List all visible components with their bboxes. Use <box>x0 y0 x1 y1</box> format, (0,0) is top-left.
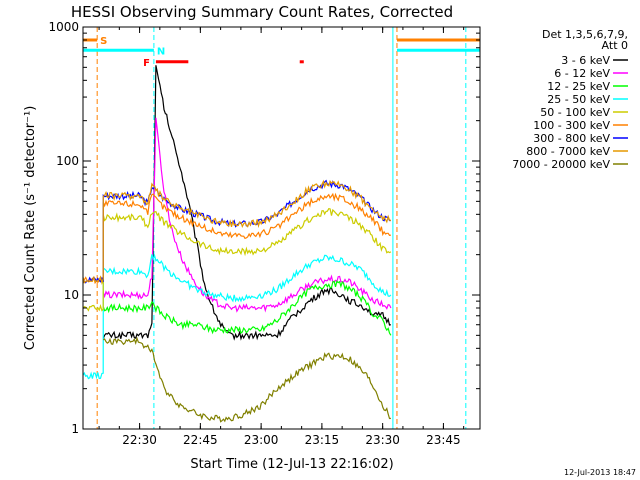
timestamp: 12-Jul-2013 18:47 <box>564 468 636 477</box>
x-tick-label: 23:15 <box>305 433 340 447</box>
legend-label-800-7000-kev: 800 - 7000 keV <box>526 145 610 158</box>
legend-label-50-100-kev: 50 - 100 keV <box>540 106 610 119</box>
series-line-800-7000-kev <box>82 179 392 286</box>
y-tick-label: 10 <box>64 288 79 302</box>
band-label-n: N <box>157 46 165 57</box>
x-tick-label: 22:45 <box>183 433 218 447</box>
series-line-7000-20000-kev <box>102 336 391 423</box>
series-line-300-800-kev <box>82 179 391 284</box>
series-line-25-50-kev <box>82 253 392 380</box>
legend-label-300-800-kev: 300 - 800 keV <box>533 132 610 145</box>
y-tick-label: 100 <box>56 154 79 168</box>
series-line-100-300-kev <box>82 192 391 285</box>
legend-label-3-6-kev: 3 - 6 keV <box>561 54 610 67</box>
x-axis-label: Start Time (12-Jul-13 22:16:02) <box>190 457 393 472</box>
axes: 22:30 22:45 23:00 23:15 23:30 23:45 1 10 100 1000 <box>48 20 480 447</box>
x-tick-label: 23:30 <box>365 433 400 447</box>
legend-header-line: Det 1,3,5,6,7,9, <box>542 28 628 41</box>
legend-header-line: Att 0 <box>602 39 628 52</box>
legend-label-12-25-kev: 12 - 25 keV <box>547 80 610 93</box>
legend-label-7000-20000-kev: 7000 - 20000 keV <box>512 158 610 171</box>
x-tick-label: 23:00 <box>244 433 279 447</box>
band-label-s: S <box>100 36 107 47</box>
legend-label-25-50-kev: 25 - 50 keV <box>547 93 610 106</box>
x-tick-label: 22:30 <box>122 433 157 447</box>
band-label-f: F <box>143 58 150 69</box>
legend-label-100-300-kev: 100 - 300 keV <box>533 119 610 132</box>
legend-label-6-12-kev: 6 - 12 keV <box>554 67 610 80</box>
y-tick-label: 1000 <box>48 20 79 34</box>
chart-title: HESSI Observing Summary Count Rates, Cor… <box>71 3 453 21</box>
y-tick-label: 1 <box>71 422 79 436</box>
series-line-12-25-kev <box>102 279 392 336</box>
series-line-3-6-kev <box>102 65 392 341</box>
y-axis-label: Corrected Count Rate (s⁻¹ detector⁻¹) <box>23 106 38 351</box>
series-line-50-100-kev <box>82 208 392 312</box>
plot-area: S NF <box>82 27 480 429</box>
x-tick-label: 23:45 <box>426 433 461 447</box>
